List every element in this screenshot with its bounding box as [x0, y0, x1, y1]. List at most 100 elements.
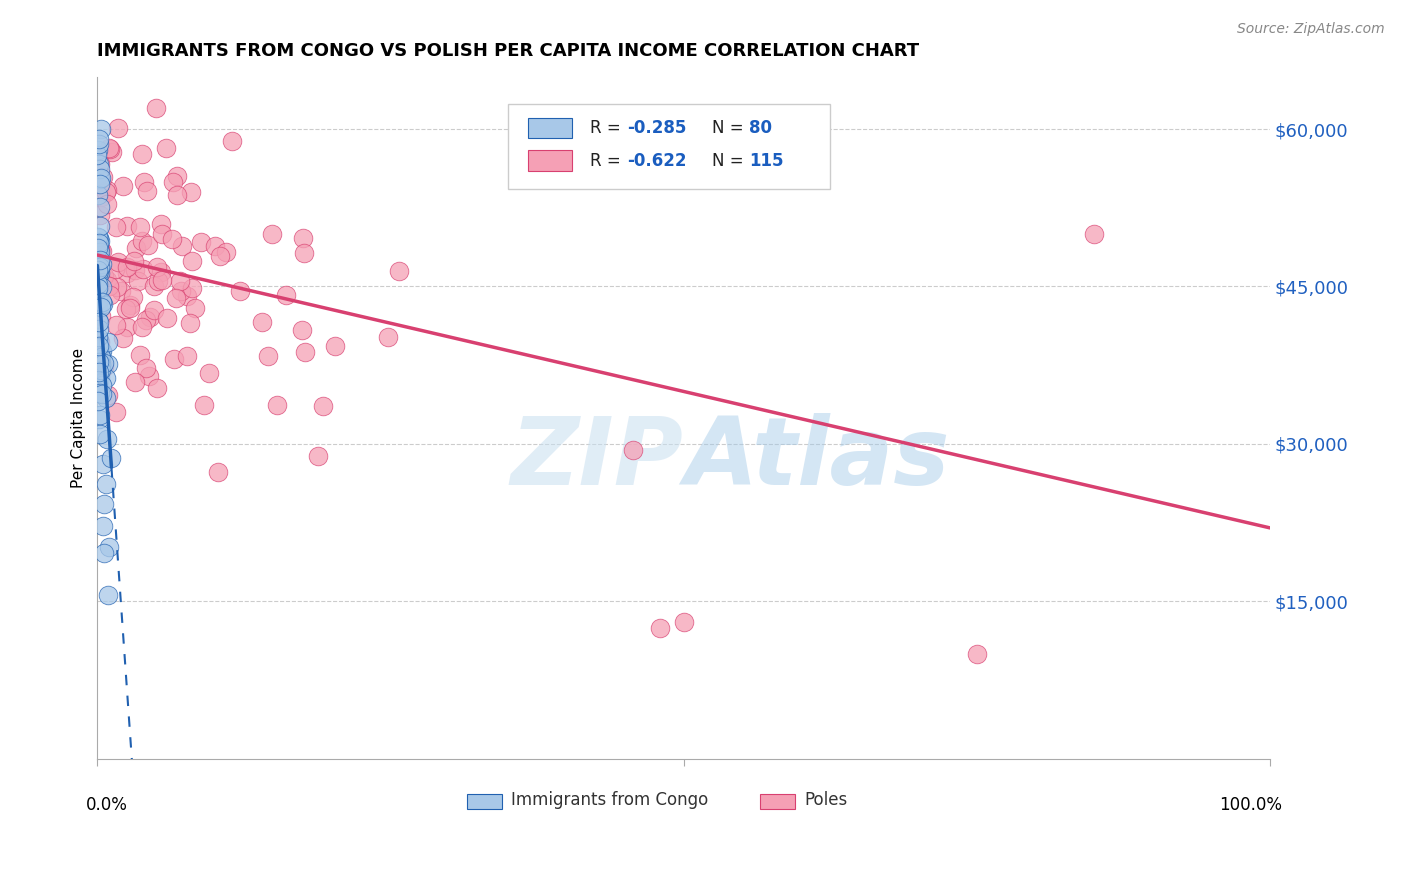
- Point: [623, 442, 645, 457]
- Point: [291, 231, 314, 245]
- Point: [155, 141, 177, 155]
- Point: [115, 301, 138, 316]
- Point: [87, 339, 110, 353]
- Point: [115, 219, 138, 234]
- Point: [229, 284, 252, 298]
- Point: [90, 350, 112, 364]
- Point: [90, 300, 112, 314]
- Point: [124, 263, 146, 277]
- Point: [250, 315, 273, 329]
- Point: [87, 284, 110, 298]
- Point: [89, 156, 111, 170]
- Point: [89, 162, 111, 177]
- Point: [89, 253, 111, 268]
- Point: [169, 274, 191, 288]
- Point: [89, 242, 111, 256]
- Point: [96, 432, 118, 446]
- Point: [266, 398, 288, 412]
- Point: [138, 368, 160, 383]
- Point: [120, 301, 142, 315]
- Point: [87, 313, 110, 327]
- Point: [89, 277, 111, 292]
- Text: N =: N =: [711, 152, 748, 169]
- Point: [86, 188, 108, 202]
- Point: [96, 196, 118, 211]
- Point: [98, 142, 121, 156]
- Point: [94, 477, 117, 491]
- Point: [112, 331, 135, 345]
- Text: IMMIGRANTS FROM CONGO VS POLISH PER CAPITA INCOME CORRELATION CHART: IMMIGRANTS FROM CONGO VS POLISH PER CAPI…: [97, 42, 920, 60]
- Point: [294, 345, 316, 359]
- Point: [170, 284, 193, 298]
- Point: [129, 348, 152, 362]
- Point: [90, 257, 112, 271]
- Point: [312, 399, 335, 413]
- Point: [86, 330, 108, 344]
- Point: [139, 310, 162, 325]
- Point: [90, 294, 112, 309]
- Point: [87, 334, 110, 349]
- Point: [91, 297, 114, 311]
- Point: [215, 244, 238, 259]
- Point: [87, 255, 110, 269]
- Point: [156, 311, 179, 326]
- Point: [89, 363, 111, 377]
- Point: [204, 239, 226, 253]
- Point: [107, 255, 129, 269]
- Point: [93, 268, 115, 283]
- Text: Atlas: Atlas: [683, 413, 949, 505]
- Point: [208, 249, 231, 263]
- Point: [276, 288, 298, 302]
- Point: [87, 231, 110, 245]
- Point: [135, 361, 157, 376]
- Point: [207, 465, 229, 479]
- Text: R =: R =: [591, 119, 626, 136]
- Point: [124, 253, 146, 268]
- Point: [89, 386, 111, 401]
- Point: [89, 132, 111, 146]
- Point: [90, 170, 112, 185]
- Point: [111, 179, 134, 194]
- Point: [124, 376, 146, 390]
- Point: [166, 169, 188, 183]
- Point: [90, 122, 112, 136]
- Point: [101, 145, 124, 159]
- Y-axis label: Per Capita Income: Per Capita Income: [72, 348, 86, 488]
- Point: [136, 237, 159, 252]
- Point: [87, 241, 110, 255]
- Point: [221, 134, 243, 148]
- Point: [87, 277, 110, 291]
- Point: [121, 289, 143, 303]
- Point: [87, 262, 110, 277]
- Point: [89, 208, 111, 222]
- Point: [131, 234, 153, 248]
- Point: [97, 279, 120, 293]
- Point: [107, 120, 129, 135]
- Point: [966, 647, 988, 661]
- Point: [176, 289, 198, 303]
- Point: [89, 266, 111, 280]
- Point: [90, 344, 112, 359]
- Point: [87, 253, 110, 268]
- Point: [96, 273, 118, 287]
- Point: [90, 360, 112, 375]
- Point: [132, 261, 155, 276]
- Point: [94, 371, 117, 385]
- Point: [89, 177, 111, 191]
- Point: [86, 258, 108, 272]
- Point: [162, 232, 184, 246]
- Point: [89, 335, 111, 350]
- Point: [90, 190, 112, 204]
- Text: 0.0%: 0.0%: [86, 797, 128, 814]
- Point: [180, 185, 202, 199]
- Point: [181, 254, 204, 268]
- Point: [181, 281, 204, 295]
- Point: [89, 235, 111, 250]
- Point: [89, 355, 111, 369]
- Point: [89, 358, 111, 372]
- Bar: [527, 118, 572, 138]
- Point: [89, 260, 111, 275]
- Point: [87, 342, 110, 356]
- Point: [1083, 227, 1105, 241]
- Text: N =: N =: [711, 119, 748, 136]
